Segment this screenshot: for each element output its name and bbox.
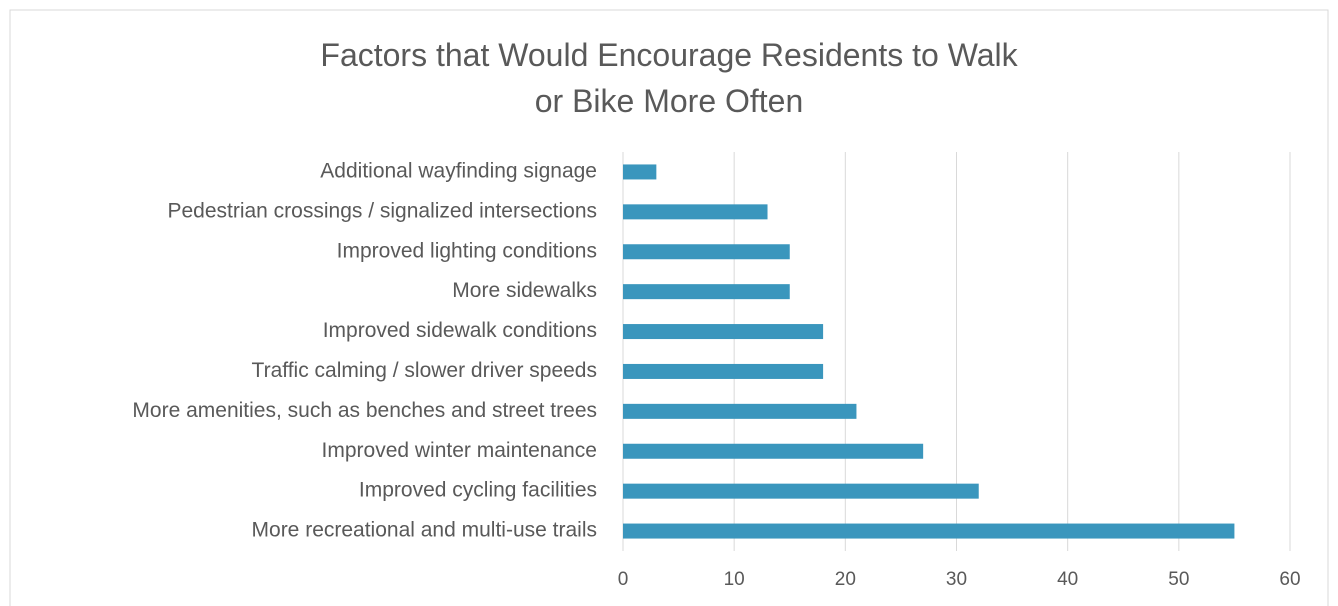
chart-border	[9, 9, 1329, 606]
y-tick-label: Additional wayfinding signage	[320, 159, 597, 182]
y-tick-label: Improved cycling facilities	[359, 479, 597, 502]
bar	[623, 204, 768, 220]
x-tick-label: 30	[946, 569, 967, 590]
bar	[623, 284, 790, 300]
y-tick-label: Pedestrian crossings / signalized inters…	[167, 199, 597, 222]
x-tick-label: 10	[724, 569, 745, 590]
bar	[623, 324, 824, 340]
y-tick-label: More amenities, such as benches and stre…	[132, 399, 597, 422]
bar	[623, 443, 924, 459]
bar	[623, 403, 857, 419]
bar	[623, 363, 824, 379]
chart-title: Factors that Would Encourage Residents t…	[320, 37, 1018, 119]
y-tick-label: Improved sidewalk conditions	[323, 319, 597, 342]
y-tick-label: More sidewalks	[452, 279, 597, 302]
y-tick-label: Improved winter maintenance	[322, 439, 597, 462]
x-tick-label: 60	[1279, 569, 1300, 590]
x-tick-label: 20	[835, 569, 856, 590]
x-tick-label: 0	[618, 569, 629, 590]
bar	[623, 244, 790, 260]
y-tick-label: Improved lighting conditions	[337, 239, 597, 262]
bar	[623, 483, 979, 499]
x-tick-label: 40	[1057, 569, 1078, 590]
bar	[623, 523, 1235, 539]
bar	[623, 164, 657, 180]
y-tick-label: Traffic calming / slower driver speeds	[252, 359, 597, 382]
y-tick-label: More recreational and multi-use trails	[252, 519, 597, 542]
x-tick-label: 50	[1168, 569, 1189, 590]
